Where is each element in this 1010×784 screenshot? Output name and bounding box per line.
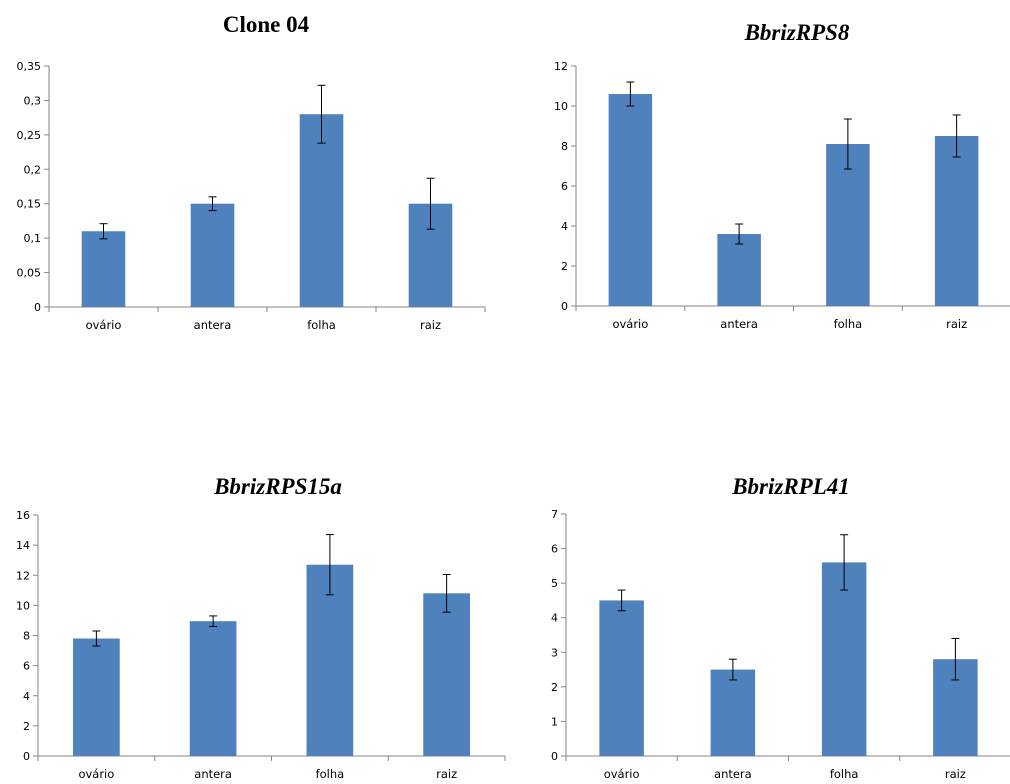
x-tick-label: folha [307, 318, 336, 332]
y-tick-label: 2 [551, 681, 558, 694]
y-tick-label: 0,15 [17, 198, 42, 211]
x-tick-label: antera [194, 318, 232, 332]
y-tick-label: 0 [34, 301, 41, 314]
x-tick-label: folha [316, 767, 345, 781]
chart-panel-1: Clone 04 0 0,05 0,1 0,15 0,2 0,25 0,3 0,35 ovári… [17, 12, 486, 332]
y-tick-label: 14 [16, 539, 30, 552]
plot-area-1: 0 0,05 0,1 0,15 0,2 0,25 0,3 0,35 ovário antera fo… [17, 60, 486, 332]
bar-folha [826, 144, 870, 306]
y-tick-label: 8 [23, 630, 30, 643]
y-tick-label: 4 [551, 612, 558, 625]
x-tick-label: raiz [436, 767, 457, 781]
error-bar-raiz [951, 637, 960, 681]
y-tick-label: 6 [561, 180, 568, 193]
bar-ovário [73, 638, 120, 756]
y-tick-label: 3 [551, 646, 558, 659]
chart-title-1: Clone 04 [223, 12, 310, 37]
bar-antera [190, 203, 235, 307]
y-tick-label: 0,2 [24, 163, 42, 176]
plot-area-2: 0 2 4 6 8 10 12 ovário antera folha raiz [554, 60, 1010, 331]
x-tick-label: raiz [946, 317, 967, 331]
y-tick-label: 0 [23, 750, 30, 763]
x-tick-label: ovário [86, 318, 122, 332]
y-tick-label: 6 [23, 660, 30, 673]
y-tick-label: 8 [561, 140, 568, 153]
error-bar-ovário [626, 81, 635, 107]
y-tick-label: 0,1 [24, 232, 42, 245]
error-bar-raiz [426, 177, 435, 230]
y-tick-label: 10 [16, 599, 30, 612]
x-tick-label: folha [830, 767, 859, 781]
y-tick-label: 4 [23, 690, 30, 703]
x-tick-label: ovário [78, 767, 114, 781]
y-tick-label: 1 [551, 715, 558, 728]
x-tick-label: antera [194, 767, 232, 781]
x-tick-label: raiz [420, 318, 441, 332]
chart-title-2: BbrizRPS8 [744, 20, 850, 45]
bar-antera [710, 669, 756, 756]
y-tick-label: 0,3 [24, 94, 42, 107]
chart-panel-2: BbrizRPS8 0 2 4 6 8 10 12 ovário antera folha raiz [554, 20, 1010, 331]
error-bar-folha [325, 534, 334, 596]
y-tick-label: 0,25 [17, 129, 42, 142]
bar-raiz [423, 593, 470, 756]
error-bar-ovário [617, 589, 626, 612]
error-bar-antera [735, 223, 744, 245]
plot-area-4: 0 1 2 3 4 5 6 7 ovário antera folha raiz [551, 508, 1010, 781]
y-tick-label: 0,05 [17, 267, 42, 280]
y-tick-label: 6 [551, 543, 558, 556]
bar-ovário [599, 600, 644, 756]
error-bar-folha [840, 534, 849, 591]
bar-folha [299, 114, 344, 307]
y-tick-label: 2 [23, 720, 30, 733]
bar-raiz [934, 136, 979, 306]
bar-folha [821, 562, 867, 756]
y-tick-label: 5 [551, 577, 558, 590]
bar-ovário [81, 231, 126, 307]
y-tick-label: 12 [16, 569, 30, 582]
y-tick-label: 0 [551, 750, 558, 763]
x-tick-label: ovário [612, 317, 648, 331]
error-bar-antera [728, 658, 737, 681]
error-bar-folha [317, 84, 326, 144]
error-bar-ovário [99, 223, 108, 240]
chart-title-4: BbrizRPL41 [731, 474, 850, 499]
y-tick-label: 7 [551, 508, 558, 521]
chart-title-3: BbrizRPS15a [213, 474, 342, 499]
bar-antera [717, 234, 761, 306]
plot-area-3: 0 2 4 6 8 10 12 14 16 ovário antera folha raiz [16, 509, 506, 781]
error-bar-folha [843, 118, 852, 170]
y-tick-label: 12 [554, 60, 568, 73]
x-tick-label: ovário [604, 767, 640, 781]
y-tick-label: 4 [561, 220, 568, 233]
x-tick-label: antera [714, 767, 752, 781]
y-tick-label: 0 [561, 300, 568, 313]
chart-panel-4: BbrizRPL41 0 1 2 3 4 5 6 7 ovário antera folha raiz [551, 474, 1010, 781]
y-tick-label: 0,35 [17, 60, 42, 73]
x-tick-label: folha [834, 317, 863, 331]
bar-folha [306, 564, 354, 756]
error-bar-antera [209, 615, 218, 627]
chart-panel-3: BbrizRPS15a 0 2 4 6 8 10 12 14 16 ovário antera fol… [16, 474, 506, 781]
y-tick-label: 2 [561, 260, 568, 273]
x-tick-label: antera [720, 317, 758, 331]
error-bar-antera [208, 196, 217, 212]
error-bar-raiz [952, 114, 961, 158]
y-tick-label: 16 [16, 509, 30, 522]
error-bar-raiz [442, 573, 451, 613]
x-tick-label: raiz [945, 767, 966, 781]
y-tick-label: 10 [554, 100, 568, 113]
bar-antera [189, 621, 237, 756]
bar-ovário [608, 94, 653, 306]
error-bar-ovário [92, 630, 101, 647]
